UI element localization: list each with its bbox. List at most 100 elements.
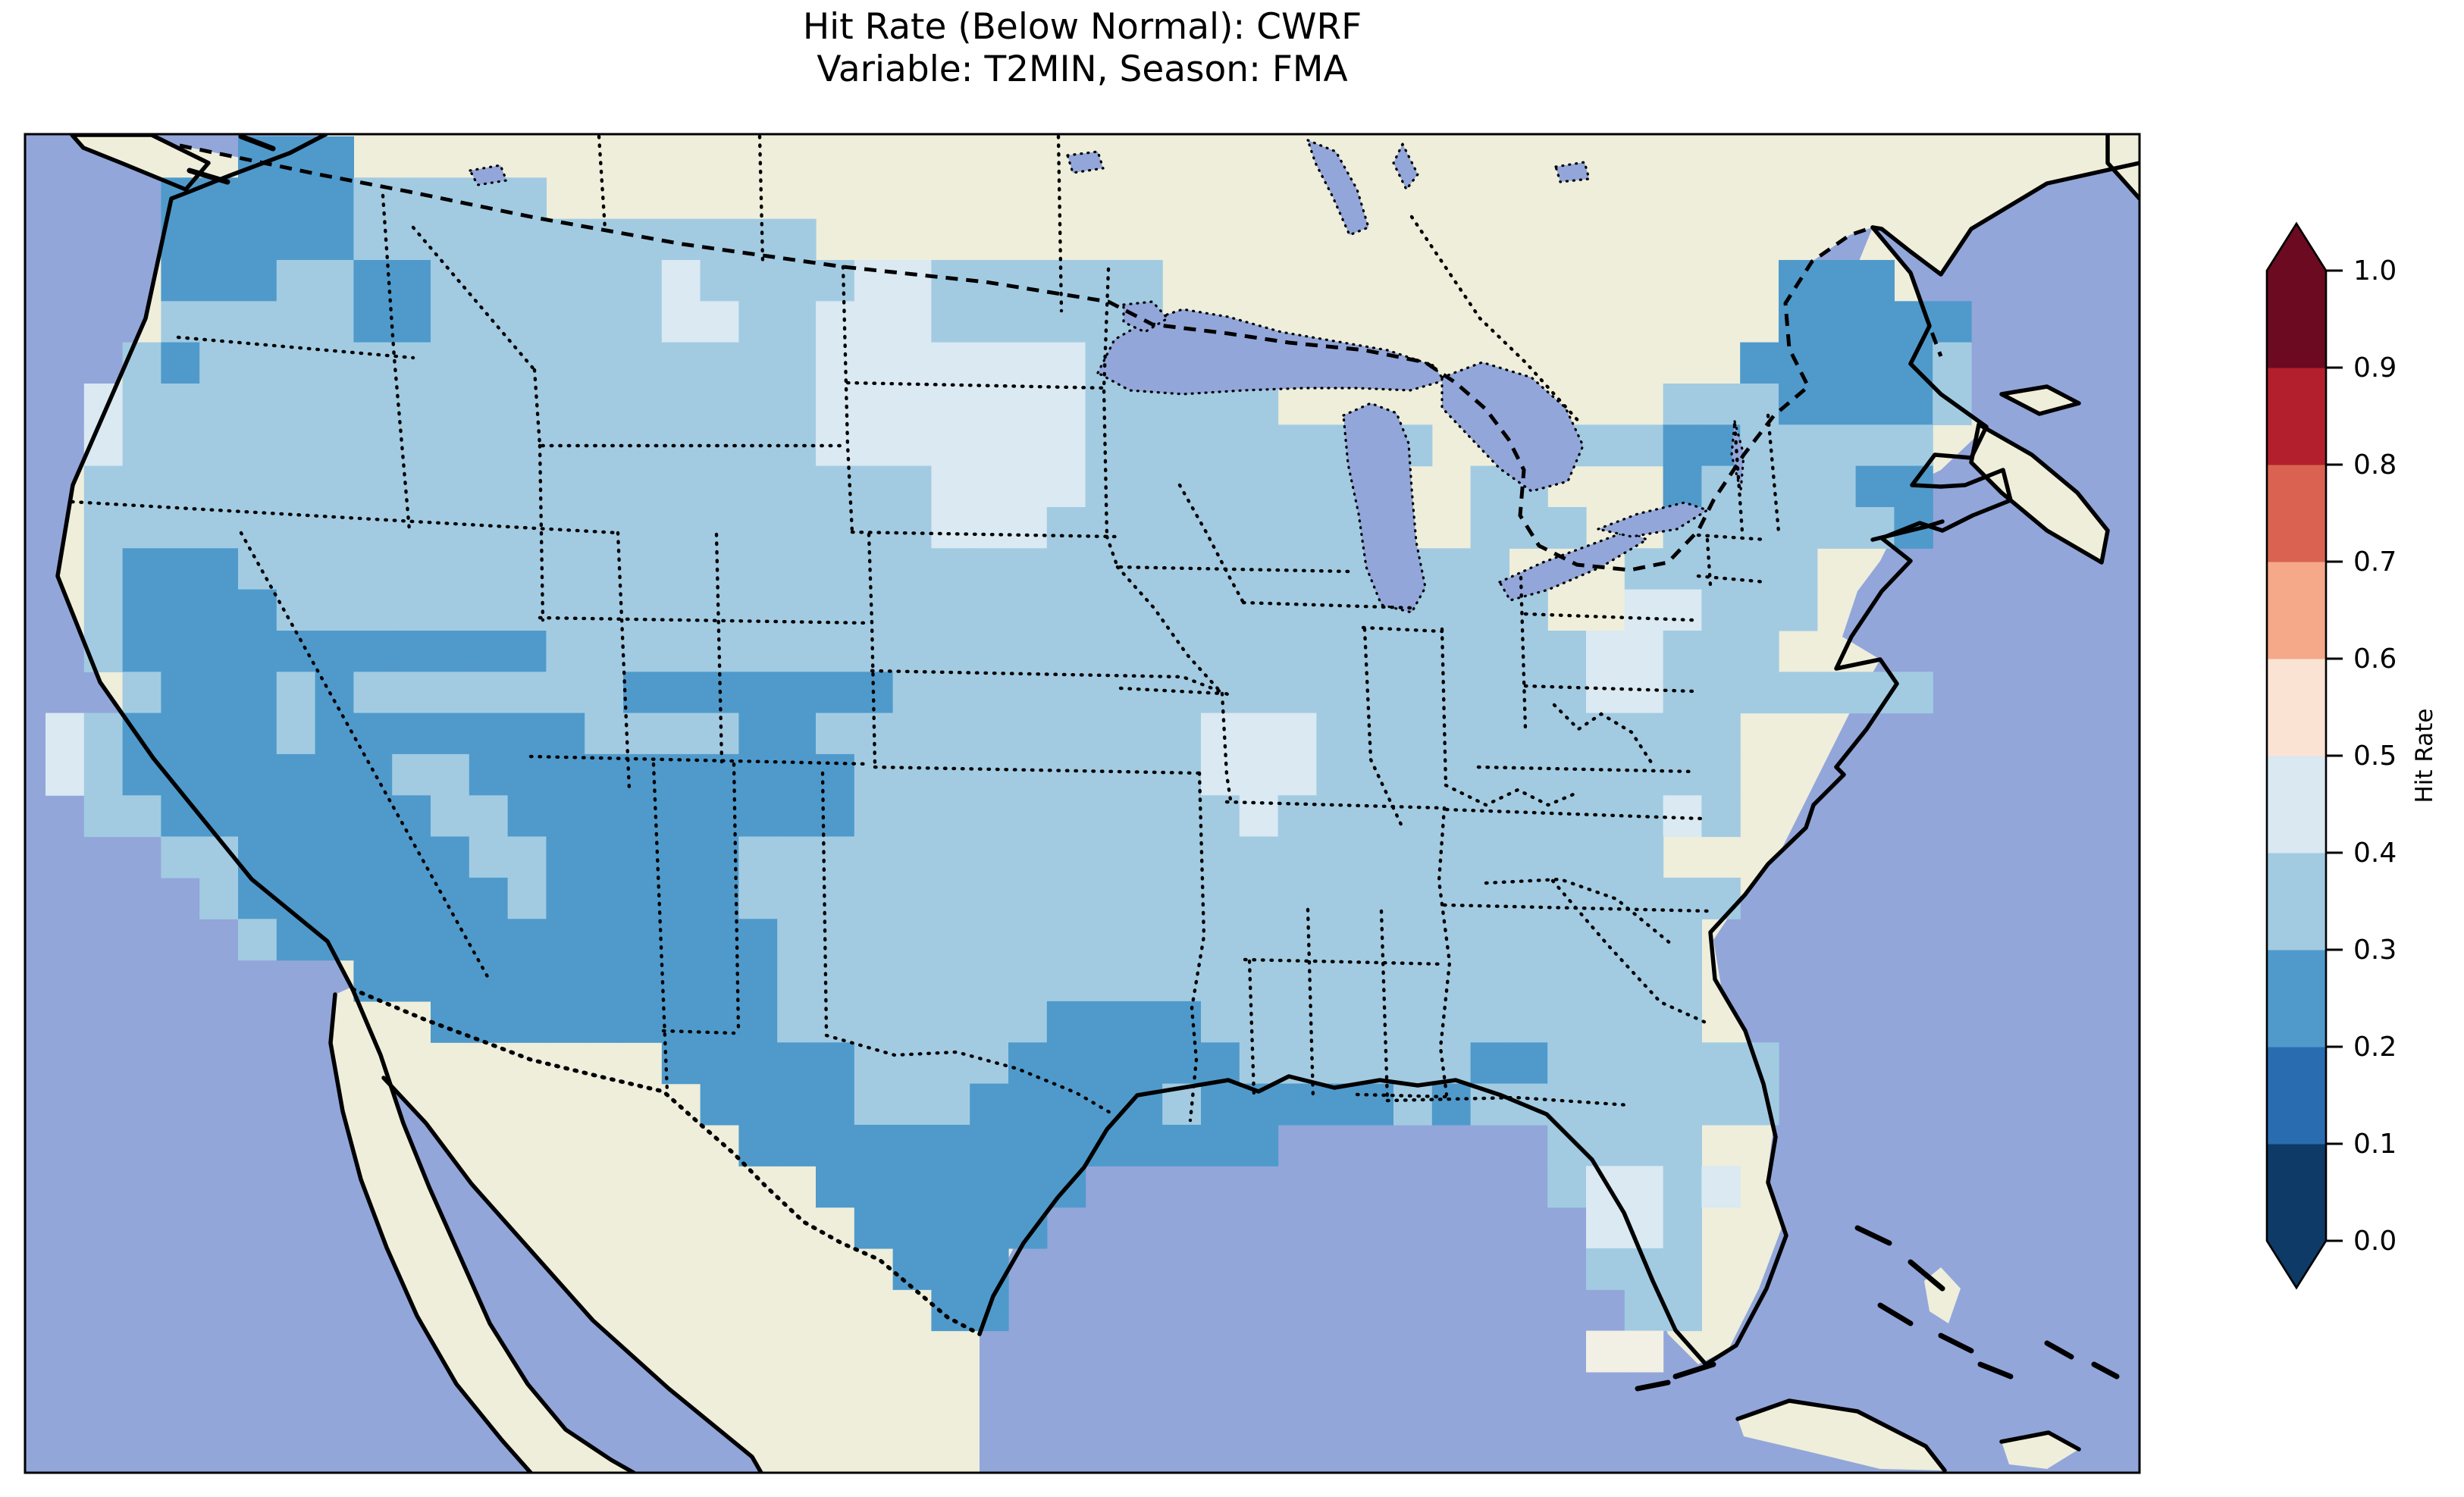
hit-rate-cell xyxy=(507,589,547,631)
hit-rate-cell xyxy=(507,384,547,425)
map-frame xyxy=(24,133,2141,1474)
hit-rate-cell xyxy=(1046,672,1086,714)
state-border xyxy=(597,134,607,231)
hit-rate-cell xyxy=(1470,1001,1509,1043)
state-border xyxy=(616,531,632,792)
hit-rate-cell xyxy=(931,1001,970,1043)
hit-rate-cell xyxy=(816,795,855,838)
hit-rate-cell xyxy=(546,465,585,508)
hit-rate-cell xyxy=(1316,960,1356,1002)
hit-rate-cell xyxy=(353,177,393,220)
hit-rate-cell xyxy=(1239,589,1279,631)
hit-rate-cell xyxy=(1663,1248,1702,1290)
hit-rate-cell xyxy=(931,384,970,425)
hit-rate-cell xyxy=(1085,960,1124,1002)
hit-rate-cell xyxy=(1393,631,1433,672)
hit-rate-cell xyxy=(1046,342,1086,384)
hit-rate-cell xyxy=(1124,465,1163,508)
hit-rate-cell xyxy=(970,548,1009,590)
hit-rate-cell xyxy=(315,177,354,220)
plot-title: Hit Rate (Below Normal): CWRF Variable: … xyxy=(25,6,2140,91)
hit-rate-cell xyxy=(970,836,1009,878)
hit-rate-cell xyxy=(1624,1124,1664,1167)
hit-rate-cell xyxy=(199,301,239,343)
hit-rate-cell xyxy=(1470,712,1509,755)
hit-rate-cell xyxy=(661,1001,701,1043)
hit-rate-cell xyxy=(1624,1248,1664,1290)
hit-rate-cell xyxy=(931,672,970,714)
state-border xyxy=(850,530,1118,539)
state-border xyxy=(867,532,877,766)
state-border xyxy=(820,771,829,1035)
hit-rate-cell xyxy=(199,384,239,425)
hit-rate-cell xyxy=(353,877,393,919)
state-border xyxy=(1220,691,1234,807)
hit-rate-cell xyxy=(1008,507,1048,549)
hit-rate-cell xyxy=(1586,1042,1625,1085)
hit-rate-cell xyxy=(353,960,393,1002)
hit-rate-cell xyxy=(1085,795,1124,838)
hit-rate-cell xyxy=(931,424,970,467)
hit-rate-cell xyxy=(199,465,239,508)
hit-rate-cell xyxy=(1239,712,1279,755)
hit-rate-cell xyxy=(1586,1330,1625,1373)
hit-rate-cell xyxy=(507,260,547,302)
hit-rate-cell xyxy=(199,672,239,714)
hit-rate-cell xyxy=(1162,465,1202,508)
island-stroke xyxy=(1977,1361,2014,1380)
hit-rate-cell xyxy=(1586,631,1625,672)
state-border xyxy=(841,265,854,534)
hit-rate-cell xyxy=(1431,672,1472,714)
hit-rate-cell xyxy=(585,877,624,919)
hit-rate-cell xyxy=(1046,960,1086,1002)
hit-rate-cell xyxy=(700,960,739,1002)
hit-rate-cell xyxy=(431,301,470,343)
hit-rate-cell xyxy=(892,795,932,838)
hit-rate-cell xyxy=(1701,1042,1741,1085)
hit-rate-cell xyxy=(892,672,932,714)
hit-rate-cell xyxy=(892,465,932,508)
hit-rate-cell xyxy=(1046,919,1086,961)
hit-rate-cell xyxy=(392,301,431,343)
island-stroke xyxy=(1877,1302,1914,1326)
hit-rate-cell xyxy=(83,465,124,508)
hit-rate-cell xyxy=(392,589,431,631)
hit-rate-cell xyxy=(1624,1166,1664,1208)
hit-rate-cell xyxy=(661,836,701,878)
hit-rate-cell xyxy=(122,507,161,549)
hit-rate-cell xyxy=(199,507,239,549)
hit-rate-cell xyxy=(1124,507,1163,549)
hit-rate-cell xyxy=(122,384,161,425)
hit-rate-cell xyxy=(199,877,239,919)
hit-rate-cell xyxy=(1085,1001,1124,1043)
state-border xyxy=(532,368,845,448)
hit-rate-cell xyxy=(469,672,509,714)
hit-rate-cell xyxy=(1008,712,1048,755)
hit-rate-cell xyxy=(738,384,778,425)
hit-rate-cell xyxy=(238,424,277,467)
hit-rate-cell xyxy=(161,631,200,672)
hit-rate-cell xyxy=(1470,877,1509,919)
hit-rate-cell xyxy=(353,672,393,714)
hit-rate-cell xyxy=(1277,877,1317,919)
hit-rate-cell xyxy=(353,465,393,508)
hit-rate-cell xyxy=(1355,877,1394,919)
hit-rate-cell xyxy=(1817,507,1857,549)
hit-rate-cell xyxy=(1201,795,1240,838)
hit-rate-cell xyxy=(816,342,855,384)
hit-rate-cell xyxy=(854,919,894,961)
hit-rate-cell xyxy=(1663,960,1702,1002)
hit-rate-cell xyxy=(507,342,547,384)
hit-rate-cell xyxy=(1740,631,1779,672)
state-border xyxy=(1409,215,1584,427)
hit-rate-cell xyxy=(1085,631,1124,672)
island-stroke xyxy=(2044,1340,2074,1360)
hit-rate-cell xyxy=(1663,631,1702,672)
hit-rate-cell xyxy=(777,384,817,425)
hit-rate-cell xyxy=(1431,1083,1472,1126)
state-border xyxy=(845,381,1111,390)
island-stroke xyxy=(238,134,276,152)
state-border xyxy=(1444,783,1579,807)
hit-rate-cell xyxy=(970,507,1009,549)
hit-rate-cell xyxy=(431,631,470,672)
